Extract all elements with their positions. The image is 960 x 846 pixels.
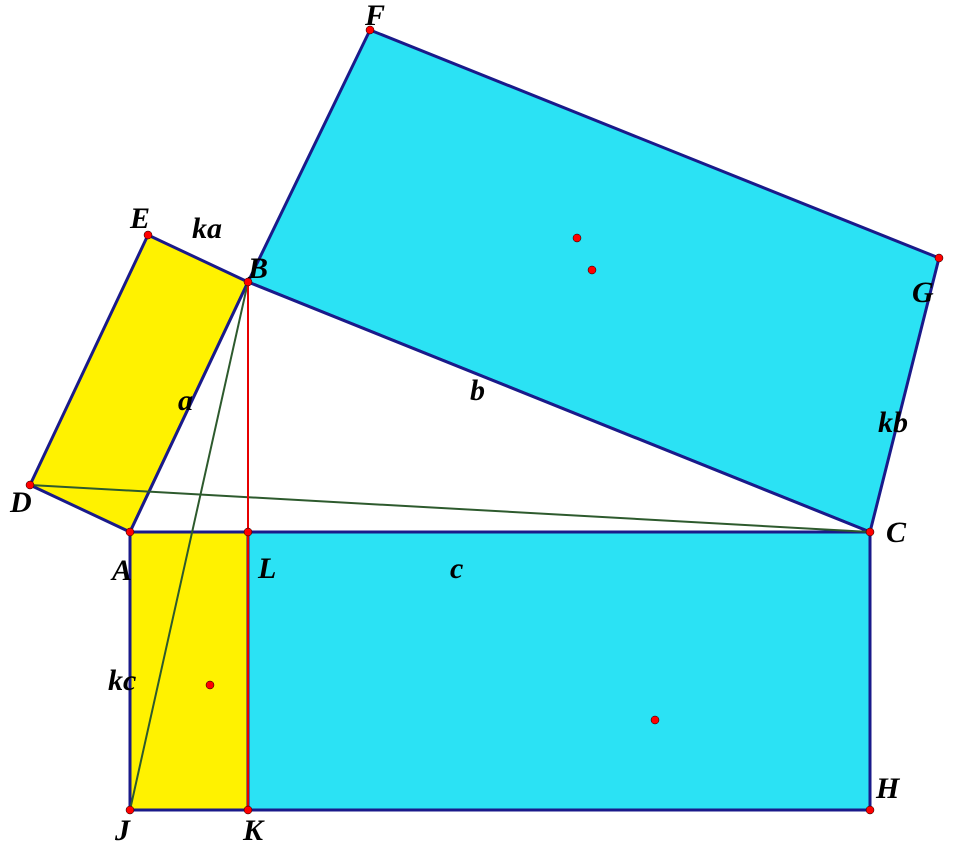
interior-point-0 bbox=[573, 234, 581, 242]
rect-ajkl bbox=[130, 532, 248, 810]
label-E: E bbox=[129, 202, 150, 235]
label-C: C bbox=[886, 516, 907, 549]
label-G: G bbox=[912, 276, 934, 309]
edge-label-kb: kb bbox=[878, 406, 908, 439]
label-L: L bbox=[257, 552, 276, 585]
point-L bbox=[244, 528, 252, 536]
point-J bbox=[126, 806, 134, 814]
label-H: H bbox=[875, 772, 901, 805]
label-K: K bbox=[242, 814, 265, 846]
label-D: D bbox=[9, 486, 32, 519]
edge-label-kc: kc bbox=[108, 664, 136, 697]
label-B: B bbox=[247, 252, 268, 285]
point-K bbox=[244, 806, 252, 814]
label-F: F bbox=[364, 0, 385, 32]
rect-lkhc bbox=[248, 532, 870, 810]
edge-label-a: a bbox=[178, 384, 193, 417]
point-H bbox=[866, 806, 874, 814]
interior-point-3 bbox=[651, 716, 659, 724]
edge-label-b: b bbox=[470, 374, 485, 407]
point-G bbox=[935, 254, 943, 262]
label-A: A bbox=[110, 554, 132, 587]
interior-point-2 bbox=[206, 681, 214, 689]
label-J: J bbox=[114, 814, 131, 846]
diagram-canvas: A B C D E F G H J K Lka a b kb c kc bbox=[0, 0, 960, 846]
point-C bbox=[866, 528, 874, 536]
interior-point-1 bbox=[588, 266, 596, 274]
edge-label-ka: ka bbox=[192, 212, 222, 245]
edge-label-c: c bbox=[450, 552, 463, 585]
point-A bbox=[126, 528, 134, 536]
